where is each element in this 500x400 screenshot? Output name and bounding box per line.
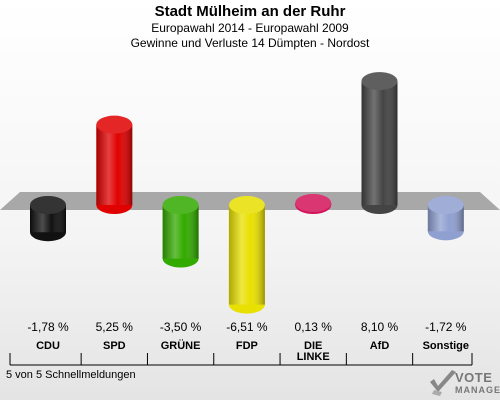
value-label-afd: 8,10 % <box>361 320 399 334</box>
value-label-die-linke: 0,13 % <box>295 320 333 334</box>
value-labels-group: -1,78 % 5,25 % -3,50 % -6,51 % 0,13 % 8,10 % -… <box>27 320 466 334</box>
value-label-fdp: -6,51 % <box>226 320 268 334</box>
bar-afd <box>361 72 398 214</box>
chart-subtitle-district: Gewinne und Verluste 14 Dümpten - Nordos… <box>130 36 370 50</box>
vote-manager-logo: VOTE MANAGER <box>428 368 500 398</box>
bar-sonstige <box>427 196 464 241</box>
bars-group <box>30 72 464 314</box>
category-label-fdp: FDP <box>236 340 258 352</box>
value-label-gr-ne: -3,50 % <box>160 320 202 334</box>
logo-text-vote: VOTE <box>455 370 493 385</box>
status-footer: 5 von 5 Schnellmeldungen <box>6 369 136 381</box>
value-label-spd: 5,25 % <box>96 320 134 334</box>
logo-text-manager: MANAGER <box>455 385 500 395</box>
bar-spd <box>96 115 133 214</box>
category-label-afd: AfD <box>370 340 390 352</box>
bar-fdp <box>228 196 265 314</box>
category-label-spd: SPD <box>103 340 126 352</box>
bar-cdu <box>30 196 66 242</box>
checkmark-logo-icon <box>430 370 456 396</box>
chart-header: Stadt Mülheim an der Ruhr Europawahl 201… <box>0 3 500 51</box>
category-label-gr-ne: GRÜNE <box>161 339 201 352</box>
chart-subtitle-election: Europawahl 2014 - Europawahl 2009 <box>151 21 349 35</box>
category-label-cdu: CDU <box>36 340 60 352</box>
chart-title: Stadt Mülheim an der Ruhr <box>154 3 346 20</box>
bar-gr-ne <box>162 196 199 268</box>
category-label-die-linke: DIE LINKE <box>297 340 330 363</box>
category-axis: CDU SPD GRÜNE FDP DIE LINKE AfD Sonstige <box>9 339 473 366</box>
value-label-sonstige: -1,72 % <box>425 320 467 334</box>
bar-die-linke <box>295 194 332 214</box>
value-label-cdu: -1,78 % <box>27 320 69 334</box>
category-label-sonstige: Sonstige <box>423 340 469 352</box>
